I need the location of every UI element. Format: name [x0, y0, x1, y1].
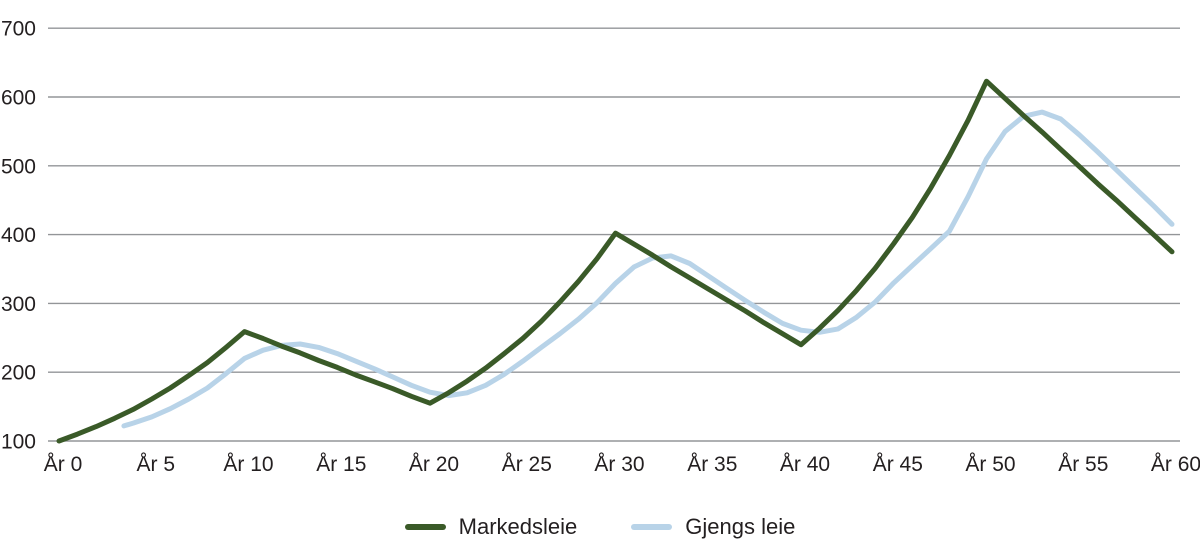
- y-tick-label-700: 700: [1, 18, 36, 41]
- x-tick-label-0: År 0: [44, 453, 83, 476]
- y-tick-label-300: 300: [1, 293, 36, 316]
- y-tick-label-500: 500: [1, 155, 36, 178]
- chart-legend: Markedsleie Gjengs leie: [0, 516, 1200, 538]
- x-tick-label-10: År 10: [223, 453, 273, 476]
- x-tick-label-5: År 5: [137, 453, 176, 476]
- series-line-gjengs-leie: [121, 109, 1175, 429]
- y-tick-label-100: 100: [1, 431, 36, 454]
- x-tick-label-50: År 50: [965, 453, 1015, 476]
- gjengs-leie-line-swatch: [631, 524, 673, 530]
- markedsleie-line-swatch: [404, 524, 446, 530]
- series-line-markedsleie: [56, 78, 1175, 444]
- x-tick-label-35: År 35: [687, 453, 737, 476]
- x-tick-label-40: År 40: [780, 453, 830, 476]
- x-tick-label-60: År 60: [1151, 453, 1200, 476]
- x-tick-label-15: År 15: [316, 453, 366, 476]
- legend-label-gjengs-leie: Gjengs leie: [685, 514, 796, 539]
- x-tick-label-20: År 20: [409, 453, 459, 476]
- y-tick-label-600: 600: [1, 87, 36, 110]
- legend-item-gjengs-leie: Gjengs leie: [631, 516, 795, 538]
- line-chart-canvas: 100 200 300 400 500 600 700 År 0 År 5 År 10 År 15 Å…: [1, 18, 1200, 476]
- y-tick-label-400: 400: [1, 224, 36, 247]
- legend-label-markedsleie: Markedsleie: [458, 514, 578, 539]
- x-tick-label-55: År 55: [1058, 453, 1108, 476]
- y-tick-label-200: 200: [1, 362, 36, 385]
- x-tick-label-25: År 25: [502, 453, 552, 476]
- x-tick-label-30: År 30: [594, 453, 644, 476]
- legend-item-markedsleie: Markedsleie: [404, 514, 578, 539]
- x-tick-label-45: År 45: [873, 453, 923, 476]
